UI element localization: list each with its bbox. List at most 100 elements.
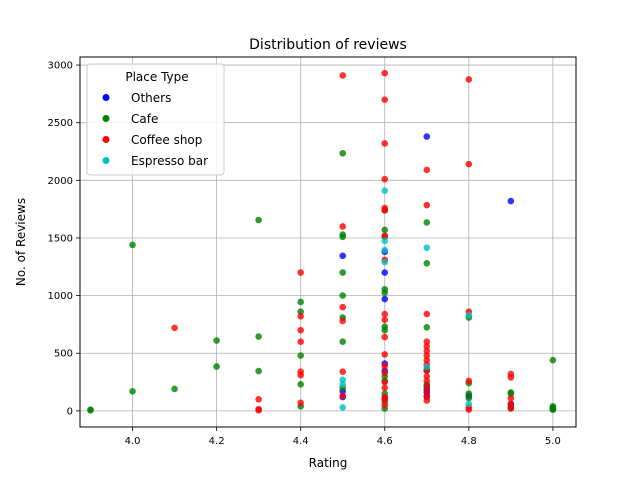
- data-point: [213, 363, 220, 370]
- data-point: [381, 295, 389, 303]
- legend-label: Espresso bar: [131, 154, 208, 168]
- data-point: [255, 406, 262, 414]
- data-point: [381, 362, 389, 370]
- data-point: [423, 166, 431, 174]
- data-point: [465, 394, 473, 402]
- data-point: [339, 392, 347, 400]
- data-point: [423, 356, 431, 364]
- data-point: [381, 401, 389, 409]
- y-tick-label: 500: [54, 349, 73, 360]
- data-point: [297, 313, 304, 320]
- legend-marker: [102, 115, 110, 122]
- y-axis-ticks: 0 500 1000 1500 2000 2500 3000: [48, 61, 80, 417]
- y-tick-label: 2000: [48, 176, 73, 187]
- legend-title: Place Type: [125, 70, 188, 84]
- x-tick-label: 4.2: [209, 436, 225, 447]
- data-point: [507, 405, 515, 412]
- data-point: [381, 226, 389, 234]
- data-point: [339, 381, 347, 388]
- x-axis-label: Rating: [309, 456, 348, 470]
- data-point: [381, 258, 389, 266]
- data-point: [381, 96, 389, 103]
- x-tick-label: 4.4: [293, 436, 309, 447]
- data-point: [339, 303, 347, 311]
- data-point: [423, 352, 431, 359]
- data-point: [381, 175, 389, 183]
- data-point: [297, 298, 304, 306]
- data-point: [297, 352, 304, 359]
- data-point: [507, 390, 515, 397]
- x-tick-label: 4.0: [125, 436, 141, 447]
- data-point: [171, 324, 178, 332]
- chart-title: Distribution of reviews: [249, 37, 407, 53]
- data-point: [129, 387, 136, 395]
- data-point: [423, 310, 431, 318]
- data-point: [213, 337, 220, 344]
- data-point: [339, 376, 347, 384]
- data-point: [423, 372, 431, 380]
- legend-box: [86, 63, 225, 176]
- data-point: [381, 232, 389, 239]
- data-point: [339, 233, 347, 241]
- data-point: [339, 269, 347, 276]
- data-point: [381, 69, 389, 77]
- data-point: [423, 377, 431, 385]
- data-point: [297, 269, 304, 276]
- data-point: [423, 347, 431, 355]
- data-point: [381, 316, 389, 324]
- data-point: [381, 378, 389, 386]
- data-point: [339, 252, 347, 260]
- data-point: [381, 269, 389, 276]
- y-tick-label: 0: [67, 406, 73, 417]
- data-point: [87, 406, 94, 414]
- data-point: [465, 400, 473, 408]
- data-point: [297, 338, 304, 346]
- data-point: [297, 399, 304, 407]
- legend-label: Others: [131, 91, 171, 105]
- data-point: [297, 308, 304, 316]
- data-point: [381, 187, 389, 195]
- data-point: [465, 311, 473, 319]
- data-point: [423, 260, 431, 267]
- data-point: [297, 371, 304, 379]
- data-point: [297, 381, 304, 388]
- data-point: [339, 292, 347, 299]
- data-point: [507, 394, 515, 402]
- data-point: [171, 385, 178, 393]
- data-point: [465, 390, 473, 397]
- data-point: [255, 396, 262, 403]
- legend-marker: [102, 136, 110, 143]
- plot-area-frame: [79, 56, 577, 428]
- data-point: [297, 326, 304, 334]
- data-point: [381, 333, 389, 341]
- data-points: [87, 69, 557, 414]
- legend: Place Type Others Cafe Coffee shop Espresso…: [86, 63, 225, 176]
- data-point: [381, 237, 389, 245]
- data-point: [423, 389, 431, 396]
- data-point: [339, 368, 347, 375]
- data-point: [423, 397, 431, 404]
- data-point: [423, 363, 431, 371]
- data-point: [339, 223, 347, 230]
- data-point: [129, 241, 136, 249]
- data-point: [549, 356, 557, 364]
- grid-lines: [80, 57, 576, 427]
- data-point: [339, 317, 347, 325]
- data-point: [381, 384, 389, 392]
- data-point: [339, 338, 347, 346]
- data-point: [381, 289, 389, 297]
- data-point: [465, 377, 473, 385]
- data-point: [339, 72, 347, 79]
- data-point: [423, 133, 431, 140]
- data-point: [465, 76, 473, 83]
- data-point: [381, 351, 389, 358]
- x-axis-ticks: 4.0 4.2 4.4 4.6 4.8 5.0: [125, 427, 561, 447]
- x-tick-label: 4.8: [461, 436, 477, 447]
- data-point: [381, 310, 389, 318]
- legend-label: Cafe: [131, 112, 158, 126]
- data-point: [549, 406, 557, 414]
- y-axis-label: No. of Reviews: [14, 198, 28, 286]
- data-point: [255, 333, 262, 340]
